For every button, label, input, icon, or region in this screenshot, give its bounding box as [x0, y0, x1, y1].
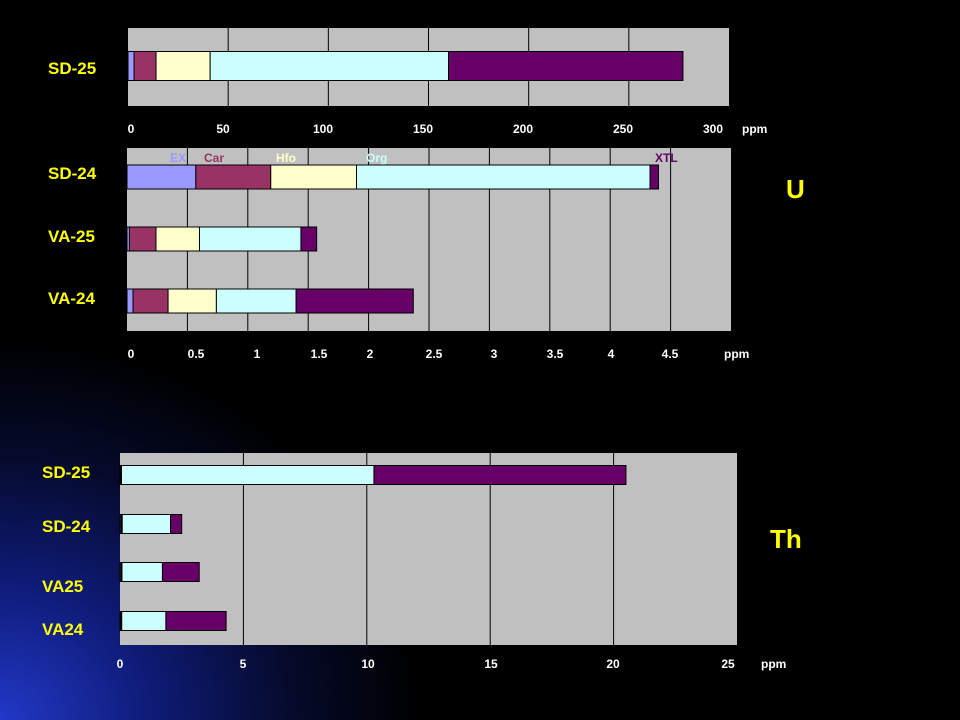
bar-segment-xtl — [300, 226, 318, 252]
category-label: VA-25 — [48, 227, 95, 246]
x-tick-label: 15 — [484, 657, 498, 671]
x-tick-label: 5 — [240, 657, 247, 671]
category-label: SD-25 — [48, 59, 96, 78]
unit-label: ppm — [724, 347, 749, 361]
category-label: SD-24 — [48, 164, 97, 183]
x-tick-label: 4 — [608, 347, 615, 361]
category-label: VA24 — [42, 620, 84, 639]
bar-segment-org — [121, 562, 163, 582]
bar-segment-org — [121, 611, 167, 631]
bar-segment-ex — [127, 51, 135, 81]
bar-segment-xtl — [161, 562, 200, 582]
bar-segment-xtl — [649, 164, 660, 190]
x-tick-label: 1 — [254, 347, 261, 361]
bar-segment-org — [198, 226, 302, 252]
bar-segment-xtl — [373, 465, 627, 485]
x-tick-label: 2 — [367, 347, 374, 361]
bar-segment-hfo — [270, 164, 358, 190]
bar-segment-ex — [126, 288, 134, 314]
x-tick-label: 150 — [413, 122, 433, 136]
bar-segment-hfo — [167, 288, 217, 314]
x-tick-label: 300 — [703, 122, 723, 136]
bar-segment-ex — [126, 164, 197, 190]
x-tick-label: 3.5 — [547, 347, 564, 361]
x-tick-label: 50 — [216, 122, 230, 136]
bar-segment-xtl — [448, 51, 684, 81]
category-label: VA25 — [42, 577, 83, 596]
bar-segment-org — [121, 514, 172, 534]
x-tick-label: 4.5 — [662, 347, 679, 361]
x-tick-label: 0.5 — [188, 347, 205, 361]
category-label: SD-24 — [42, 517, 91, 536]
category-label: VA-24 — [48, 289, 95, 308]
element-label-u: U — [786, 174, 805, 204]
bar-segment-org — [120, 465, 375, 485]
bar-segment-xtl — [165, 611, 227, 631]
x-tick-label: 2.5 — [426, 347, 443, 361]
x-tick-label: 100 — [313, 122, 333, 136]
x-tick-label: 0 — [128, 122, 135, 136]
x-tick-label: 10 — [361, 657, 375, 671]
x-tick-label: 0 — [117, 657, 124, 671]
unit-label: ppm — [742, 122, 767, 136]
unit-label: ppm — [761, 657, 786, 671]
bar-segment-hfo — [155, 51, 211, 81]
bar-segment-car — [132, 288, 169, 314]
bar-segment-org — [215, 288, 297, 314]
x-tick-label: 200 — [513, 122, 533, 136]
x-tick-label: 20 — [606, 657, 620, 671]
bar-segment-car — [133, 51, 157, 81]
bar-segment-xtl — [170, 514, 183, 534]
x-tick-label: 1.5 — [311, 347, 328, 361]
category-label: SD-25 — [42, 463, 90, 482]
bar-segment-hfo — [155, 226, 200, 252]
bar-segment-xtl — [295, 288, 414, 314]
x-tick-label: 25 — [721, 657, 735, 671]
bar-segment-car — [128, 226, 157, 252]
element-label-th: Th — [770, 524, 802, 554]
bar-segment-org — [356, 164, 651, 190]
legend-entry-ex: EX — [170, 151, 186, 165]
bar-segment-car — [195, 164, 272, 190]
legend-entry-org: Org — [366, 151, 387, 165]
legend-entry-hfo: Hfo — [276, 151, 296, 165]
legend-entry-xtl: XTL — [655, 151, 678, 165]
x-tick-label: 0 — [128, 347, 135, 361]
legend-entry-car: Car — [204, 151, 224, 165]
bar-segment-org — [209, 51, 450, 81]
x-tick-label: 250 — [613, 122, 633, 136]
x-tick-label: 3 — [491, 347, 498, 361]
